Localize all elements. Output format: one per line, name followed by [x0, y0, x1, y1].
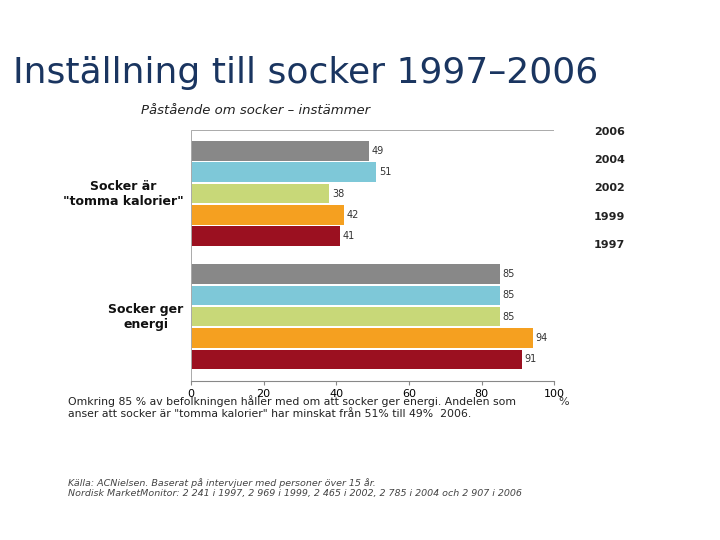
Bar: [191, 264, 500, 284]
Bar: [191, 141, 369, 161]
Text: 1997: 1997: [594, 240, 625, 249]
Bar: [191, 328, 533, 348]
Text: 51: 51: [379, 167, 392, 177]
Text: Socker är
"tomma kalorier": Socker är "tomma kalorier": [63, 180, 184, 208]
Text: 1999: 1999: [594, 212, 626, 221]
Text: 91: 91: [525, 354, 537, 364]
Text: Omkring 85 % av befolkningen håller med om att socker ger energi. Andelen som
an: Omkring 85 % av befolkningen håller med …: [68, 395, 516, 419]
Bar: [191, 349, 522, 369]
Bar: [191, 286, 500, 305]
Text: 2002: 2002: [594, 184, 625, 193]
Text: Källa: ACNielsen. Baserat på intervjuer med personer över 15 år.
Nordisk MarketM: Källa: ACNielsen. Baserat på intervjuer …: [68, 478, 522, 498]
Text: 94: 94: [536, 333, 548, 343]
Text: 85: 85: [503, 291, 515, 300]
Bar: [191, 226, 340, 246]
Text: 49: 49: [372, 146, 384, 156]
Bar: [191, 163, 377, 182]
Text: 2004: 2004: [594, 156, 625, 165]
Text: %: %: [558, 397, 569, 407]
Text: Danisco A/S: Danisco A/S: [6, 116, 68, 126]
Text: Socker ger
energi: Socker ger energi: [108, 302, 184, 330]
Text: 2006: 2006: [594, 127, 625, 137]
Bar: [191, 184, 329, 204]
Text: 42: 42: [346, 210, 359, 220]
Text: 85: 85: [503, 269, 515, 279]
Bar: [191, 205, 343, 225]
Text: Inställning till socker 1997–2006: Inställning till socker 1997–2006: [13, 56, 598, 90]
Text: 38: 38: [332, 188, 344, 199]
Text: 41: 41: [343, 231, 355, 241]
Text: Påstående om socker – instämmer: Påstående om socker – instämmer: [141, 104, 370, 117]
Bar: [191, 307, 500, 327]
Text: 85: 85: [503, 312, 515, 322]
Bar: [191, 130, 554, 381]
